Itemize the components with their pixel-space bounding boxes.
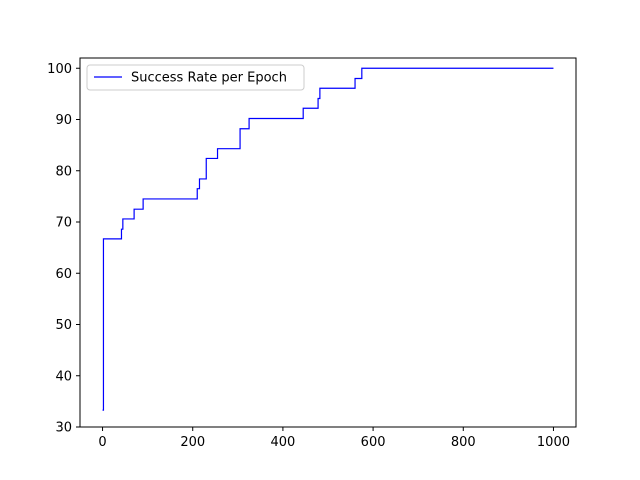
x-tick-label: 0 bbox=[98, 435, 106, 450]
plot-frame bbox=[79, 57, 577, 428]
x-tick-label: 200 bbox=[180, 435, 205, 450]
legend-label: Success Rate per Epoch bbox=[131, 71, 287, 86]
y-tick-label: 50 bbox=[55, 318, 72, 333]
y-tick-label: 70 bbox=[55, 216, 72, 231]
series-line bbox=[102, 67, 554, 411]
y-tick-label: 90 bbox=[55, 113, 72, 128]
y-axis: 30 40 50 60 70 80 90 100 bbox=[47, 62, 80, 436]
y-tick-label: 80 bbox=[55, 164, 72, 179]
series-layer bbox=[102, 67, 554, 411]
y-tick-label: 30 bbox=[55, 421, 72, 436]
x-tick-label: 400 bbox=[270, 435, 295, 450]
legend-box bbox=[86, 64, 305, 91]
x-tick-label: 1000 bbox=[537, 435, 570, 450]
y-tick-label: 60 bbox=[55, 267, 72, 282]
x-tick-label: 600 bbox=[361, 435, 386, 450]
x-tick-label: 800 bbox=[451, 435, 476, 450]
x-axis: 0 200 400 600 800 1000 bbox=[98, 427, 570, 450]
plot-area bbox=[80, 58, 576, 427]
y-tick-label: 100 bbox=[47, 62, 72, 77]
y-tick-label: 40 bbox=[55, 369, 72, 384]
legend: Success Rate per Epoch bbox=[86, 64, 305, 91]
